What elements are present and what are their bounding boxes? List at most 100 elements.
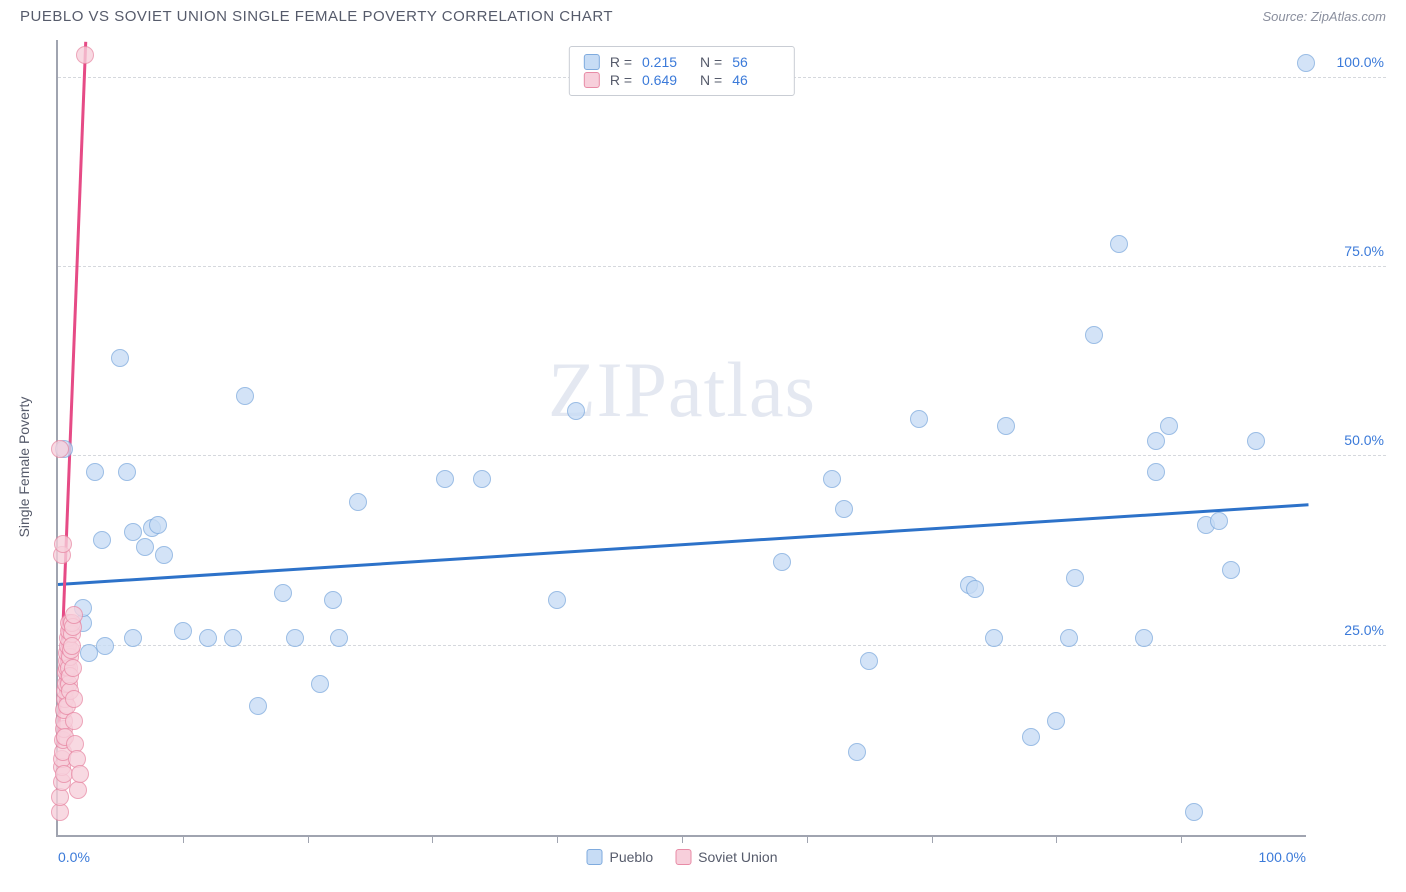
data-point	[80, 644, 98, 662]
grid-line	[58, 645, 1386, 646]
data-point	[1110, 235, 1128, 253]
watermark-text: ZIPatlas	[548, 345, 816, 435]
data-point	[236, 387, 254, 405]
data-point	[823, 470, 841, 488]
chart-container: Single Female Poverty ZIPatlas R =0.215N…	[20, 40, 1386, 877]
data-point	[199, 629, 217, 647]
data-point	[63, 637, 81, 655]
y-axis-label: Single Female Poverty	[16, 396, 32, 537]
x-tick	[682, 835, 683, 843]
legend-series-item: Soviet Union	[675, 849, 777, 865]
data-point	[249, 697, 267, 715]
data-point	[155, 546, 173, 564]
data-point	[1135, 629, 1153, 647]
data-point	[324, 591, 342, 609]
data-point	[76, 46, 94, 64]
data-point	[1047, 712, 1065, 730]
data-point	[64, 659, 82, 677]
data-point	[1060, 629, 1078, 647]
legend-stats: R = 0.215 N = 56 R = 0.649 N = 46	[569, 46, 795, 96]
data-point	[860, 652, 878, 670]
data-point	[1247, 432, 1265, 450]
data-point	[111, 349, 129, 367]
data-point	[71, 765, 89, 783]
data-point	[997, 417, 1015, 435]
x-tick	[1056, 835, 1057, 843]
data-point	[174, 622, 192, 640]
data-point	[835, 500, 853, 518]
data-point	[118, 463, 136, 481]
data-point	[910, 410, 928, 428]
plot-area: ZIPatlas R =0.215N =56R =0.649N =46 Pueb…	[56, 40, 1306, 837]
stat-r-label: R =	[610, 72, 632, 88]
stat-n-label: N =	[700, 72, 722, 88]
chart-header: PUEBLO VS SOVIET UNION SINGLE FEMALE POV…	[0, 0, 1406, 29]
grid-line	[58, 455, 1386, 456]
x-tick	[807, 835, 808, 843]
data-point	[286, 629, 304, 647]
data-point	[124, 523, 142, 541]
legend-swatch	[584, 54, 600, 70]
legend-series-label: Pueblo	[610, 849, 654, 865]
data-point	[567, 402, 585, 420]
data-point	[773, 553, 791, 571]
data-point	[93, 531, 111, 549]
legend-swatch	[675, 849, 691, 865]
stat-n-value: 56	[732, 54, 780, 70]
y-tick-label: 25.0%	[1314, 622, 1384, 638]
data-point	[86, 463, 104, 481]
grid-line	[58, 266, 1386, 267]
data-point	[330, 629, 348, 647]
legend-series: Pueblo Soviet Union	[587, 849, 778, 865]
stat-r-value: 0.649	[642, 72, 690, 88]
data-point	[311, 675, 329, 693]
x-tick	[1181, 835, 1182, 843]
legend-stats-row: R = 0.215 N = 56	[584, 53, 780, 71]
x-tick-label: 0.0%	[58, 849, 90, 865]
source-prefix: Source:	[1262, 9, 1310, 24]
legend-series-item: Pueblo	[587, 849, 654, 865]
x-tick	[932, 835, 933, 843]
data-point	[848, 743, 866, 761]
y-tick-label: 75.0%	[1314, 243, 1384, 259]
x-tick	[557, 835, 558, 843]
data-point	[1185, 803, 1203, 821]
data-point	[274, 584, 292, 602]
data-point	[124, 629, 142, 647]
data-point	[65, 690, 83, 708]
data-point	[54, 535, 72, 553]
data-point	[96, 637, 114, 655]
data-point	[1222, 561, 1240, 579]
data-point	[65, 606, 83, 624]
legend-swatch	[587, 849, 603, 865]
data-point	[473, 470, 491, 488]
data-point	[149, 516, 167, 534]
stat-n-value: 46	[732, 72, 780, 88]
data-point	[1147, 432, 1165, 450]
data-point	[65, 712, 83, 730]
x-tick-label: 100.0%	[1259, 849, 1306, 865]
legend-series-label: Soviet Union	[698, 849, 777, 865]
y-tick-label: 50.0%	[1314, 432, 1384, 448]
stat-n-label: N =	[700, 54, 722, 70]
x-tick	[432, 835, 433, 843]
legend-swatch	[584, 72, 600, 88]
data-point	[1160, 417, 1178, 435]
stat-r-value: 0.215	[642, 54, 690, 70]
source-name: ZipAtlas.com	[1311, 9, 1386, 24]
chart-title: PUEBLO VS SOVIET UNION SINGLE FEMALE POV…	[20, 8, 613, 25]
x-tick	[308, 835, 309, 843]
y-tick-label: 100.0%	[1314, 54, 1384, 70]
legend-stats-row: R = 0.649 N = 46	[584, 71, 780, 89]
data-point	[548, 591, 566, 609]
data-point	[985, 629, 1003, 647]
data-point	[1022, 728, 1040, 746]
data-point	[1147, 463, 1165, 481]
data-point	[1297, 54, 1315, 72]
x-tick	[183, 835, 184, 843]
data-point	[966, 580, 984, 598]
data-point	[136, 538, 154, 556]
stat-r-label: R =	[610, 54, 632, 70]
data-point	[1210, 512, 1228, 530]
data-point	[51, 440, 69, 458]
